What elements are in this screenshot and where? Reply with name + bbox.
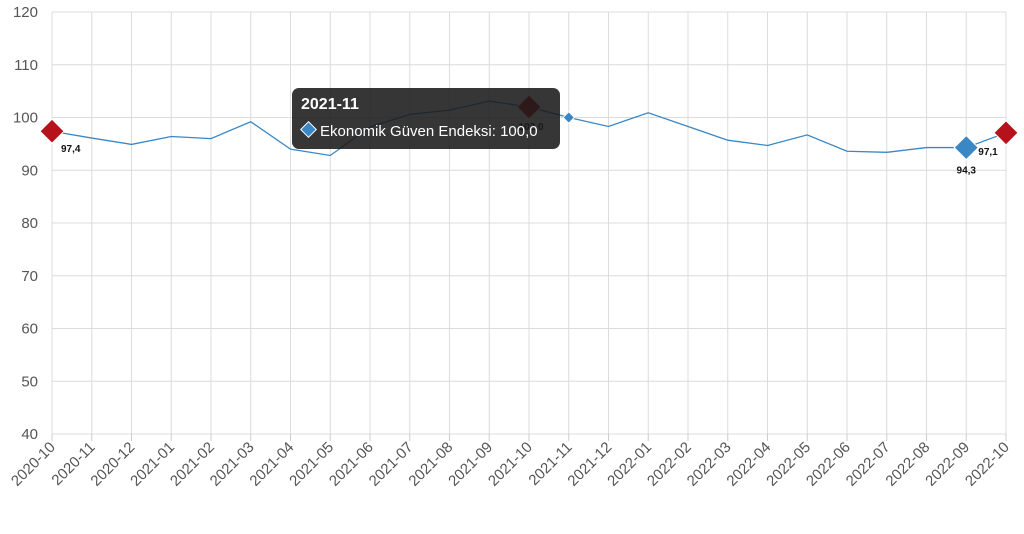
data-label: 97,1 [978, 147, 998, 158]
y-tick-label: 50 [21, 373, 38, 390]
y-tick-label: 40 [21, 426, 38, 443]
x-tick-label: 2020-10 [8, 439, 59, 490]
tooltip: 2021-11 Ekonomik Güven Endeksi: 100,0 [292, 88, 560, 149]
tooltip-series-marker-icon [300, 121, 317, 138]
y-tick-label: 120 [13, 4, 38, 21]
y-tick-label: 100 [13, 110, 38, 127]
highlight-marker[interactable] [953, 134, 979, 161]
x-tick-label: 2022-10 [962, 439, 1013, 490]
y-tick-label: 80 [21, 215, 38, 232]
y-tick-label: 90 [21, 162, 38, 179]
y-tick-label: 60 [21, 321, 38, 338]
tooltip-background [292, 88, 560, 149]
tooltip-title: 2021-11 [301, 96, 359, 113]
hover-point-marker[interactable] [562, 111, 576, 124]
y-tick-label: 70 [21, 268, 38, 285]
highlight-marker[interactable] [993, 120, 1019, 146]
grid [51, 11, 1007, 435]
highlight-marker[interactable] [39, 118, 65, 144]
tooltip-text: Ekonomik Güven Endeksi: 100,0 [320, 123, 538, 140]
data-label: 97,4 [61, 144, 81, 155]
data-label: 94,3 [957, 166, 977, 177]
y-tick-label: 110 [14, 57, 38, 74]
axes: 4050607080901001101202020-102020-112020-… [8, 4, 1013, 490]
x-tick-label: 2021-10 [485, 439, 536, 490]
